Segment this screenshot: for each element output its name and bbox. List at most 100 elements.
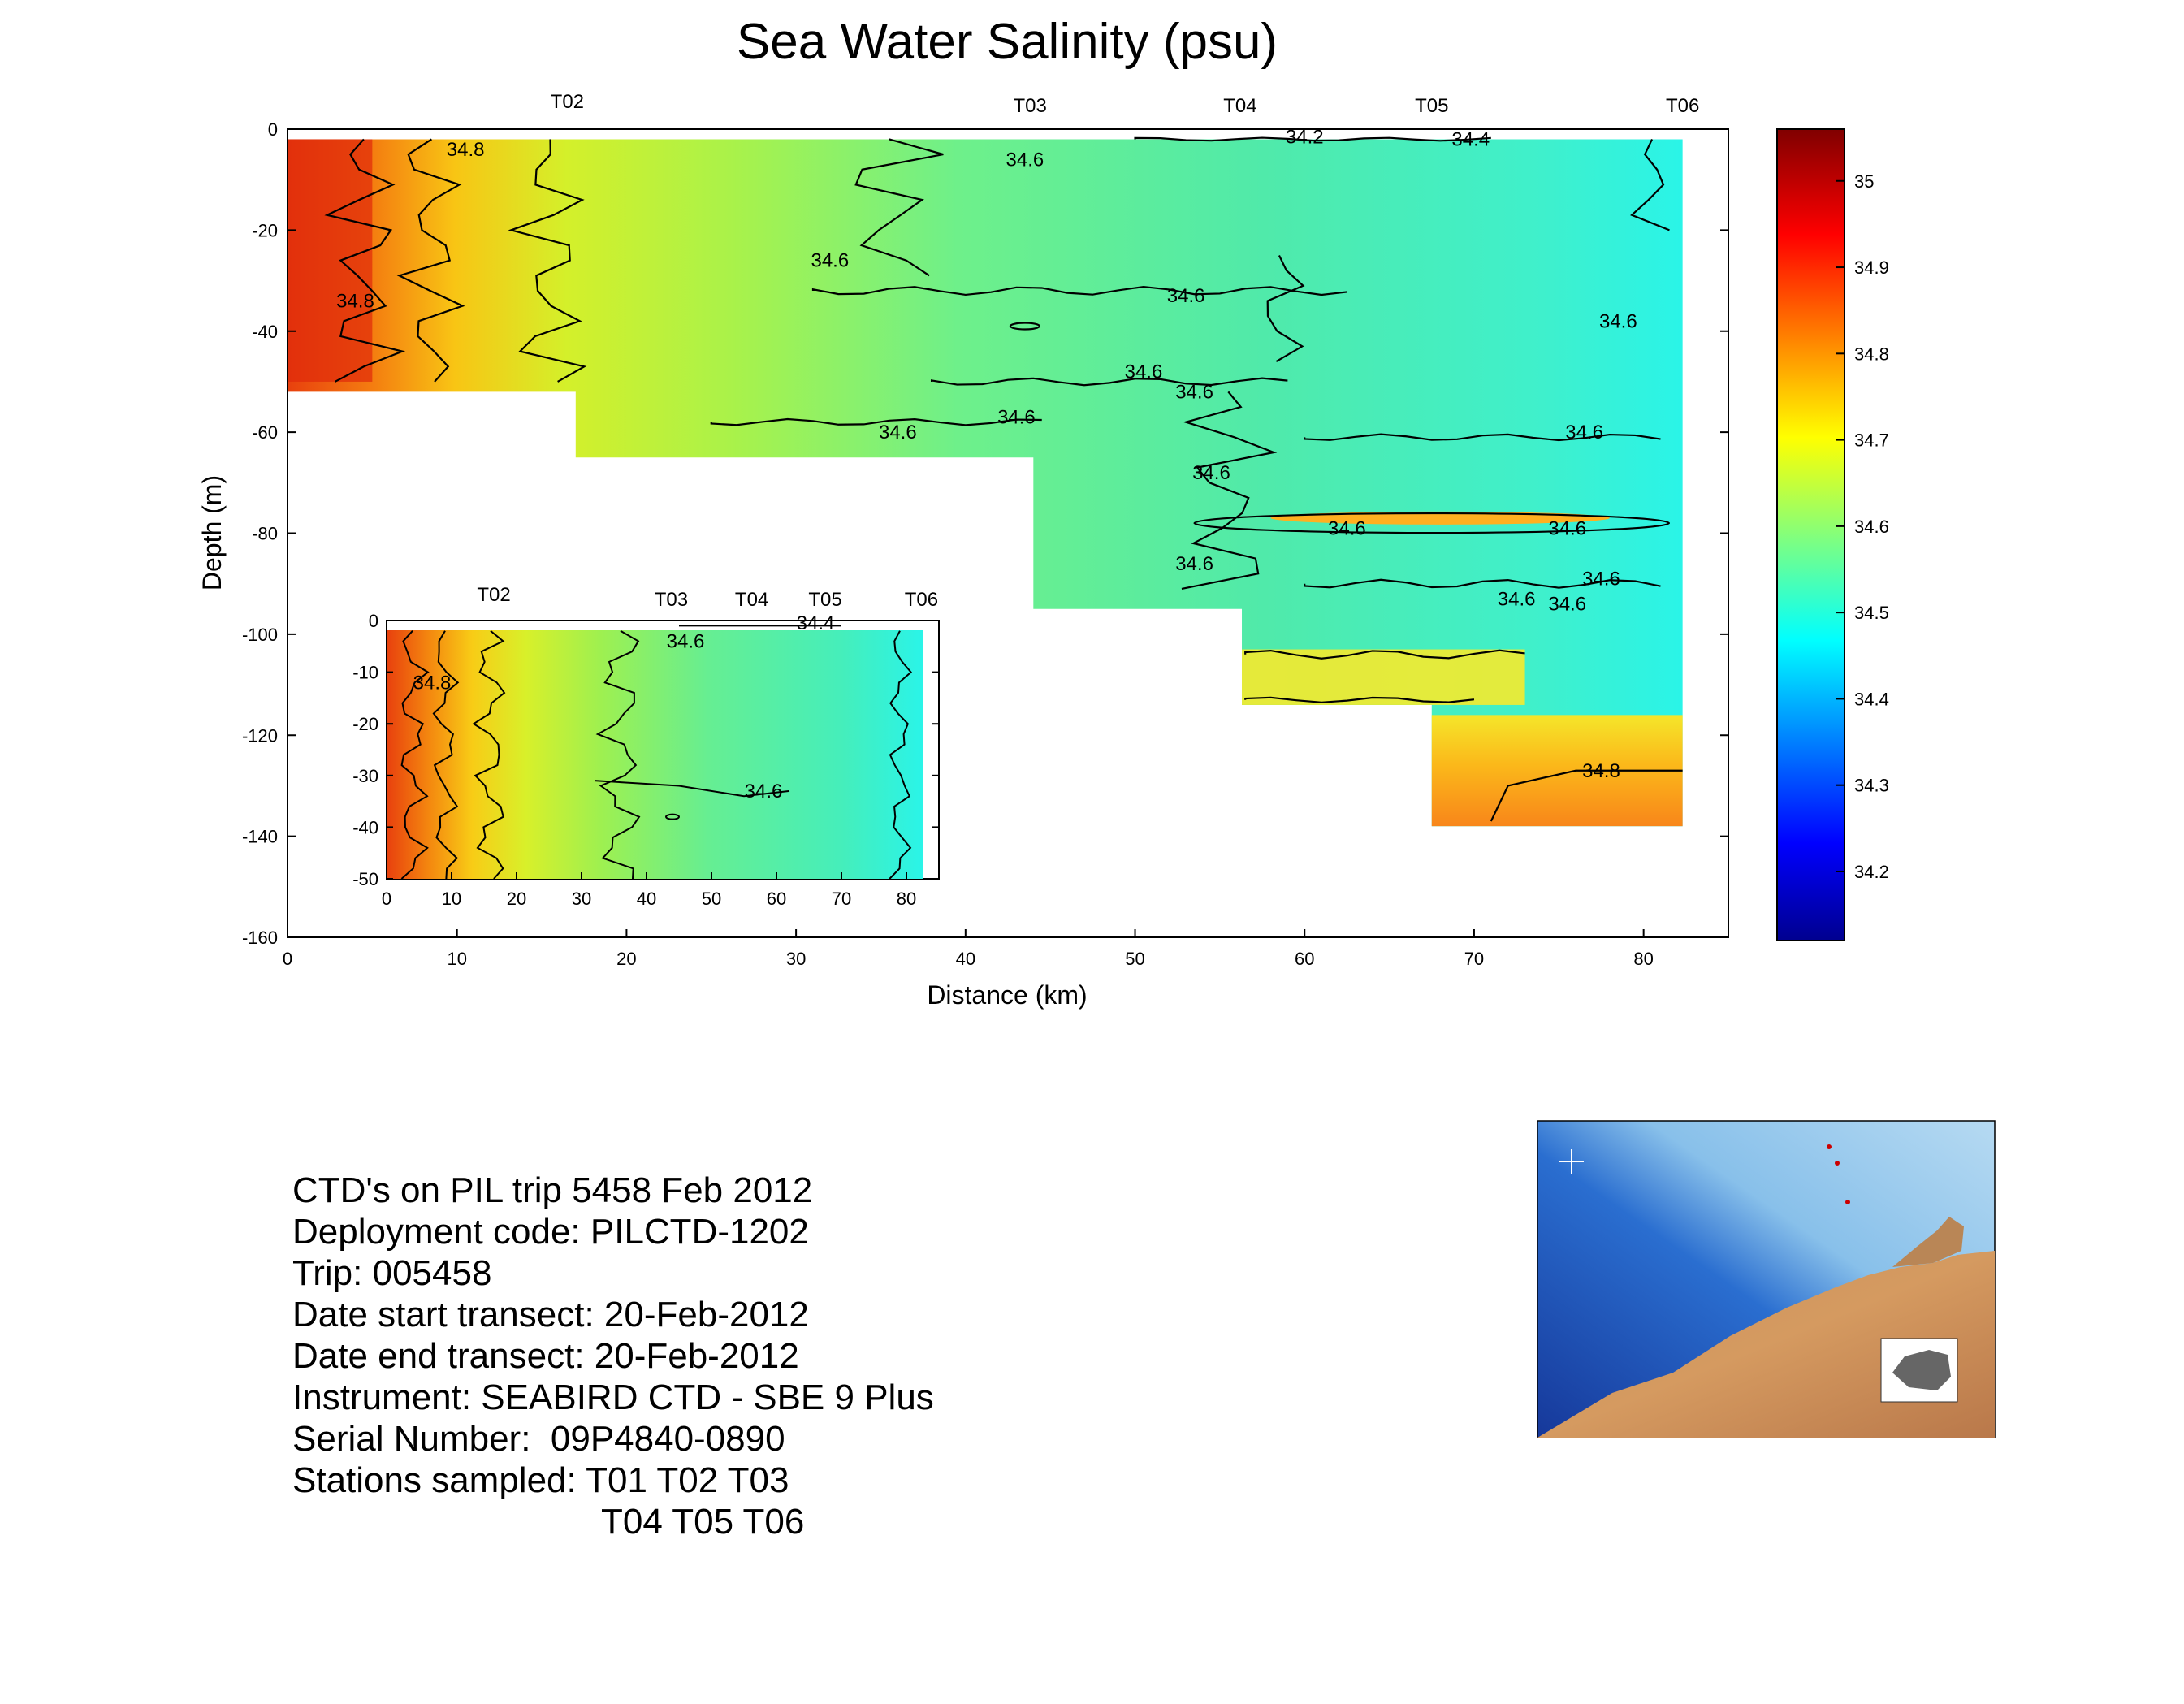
y-tick-label: -160 (242, 928, 278, 948)
trip-info: CTD's on PIL trip 5458 Feb 2012 Deployme… (292, 1170, 934, 1542)
inset-plot: 34.8 34.6 34.4 34.6 0 10 20 30 40 50 60 70 80 0 -10 -2… (352, 584, 940, 909)
contour-label: 34.8 (447, 139, 485, 161)
info-line-continuation: T04 T05 T06 (601, 1502, 805, 1542)
y-tick-label: -60 (252, 422, 278, 443)
station-label: T02 (551, 91, 584, 113)
contour-label: 34.6 (1599, 310, 1637, 332)
station-labels: T02 T03 T04 T05 T06 (551, 91, 1700, 117)
contour-label: 34.6 (1175, 381, 1213, 403)
x-tick-label: 60 (1295, 949, 1314, 969)
inset-x-tick-label: 10 (442, 889, 461, 909)
x-tick-label: 10 (447, 949, 466, 969)
colorbar-tick-label: 34.5 (1854, 603, 1889, 623)
info-line: Date end transect: 20-Feb-2012 (292, 1336, 799, 1376)
colorbar-tick-label: 35 (1854, 171, 1874, 192)
inset-x-tick-label: 30 (572, 889, 591, 909)
inset-x-tick-label: 50 (702, 889, 721, 909)
inset-contour-label: 34.4 (797, 612, 835, 634)
info-line: Deployment code: PILCTD-1202 (292, 1212, 809, 1252)
colorbar-tick-label: 34.6 (1854, 517, 1889, 537)
contour-label: 34.6 (1548, 517, 1586, 539)
x-tick-label: 40 (956, 949, 975, 969)
station-marker-icon (1827, 1144, 1832, 1149)
contour-labels: 34.8 34.8 34.6 34.6 34.6 34.6 34.6 34.6 34.6 34.6… (336, 126, 1637, 781)
station-label: T04 (1223, 95, 1256, 117)
x-tick-label: 80 (1633, 949, 1653, 969)
contour-label: 34.2 (1286, 126, 1324, 148)
contour-label: 34.8 (336, 290, 374, 312)
contour-label: 34.6 (1498, 588, 1536, 610)
inset-x-tick-label: 70 (832, 889, 851, 909)
x-tick-label: 30 (786, 949, 806, 969)
inset-x-tick-label: 80 (897, 889, 916, 909)
inset-x-tick-label: 20 (507, 889, 526, 909)
station-label: T06 (1666, 95, 1699, 117)
info-line: Trip: 005458 (292, 1253, 492, 1293)
station-label: T03 (1013, 95, 1046, 117)
location-map (1537, 1120, 1996, 1438)
inset-x-tick-label: 40 (637, 889, 656, 909)
colorbar-tick-label: 34.3 (1854, 776, 1889, 796)
colorbar: 35 34.9 34.8 34.7 34.6 34.5 34.4 34.3 34.2 (1776, 128, 1889, 941)
y-tick-label: -140 (242, 827, 278, 847)
contour-label: 34.6 (1328, 517, 1366, 539)
inset-contour-label: 34.6 (667, 630, 705, 652)
inset-station-label: T05 (808, 589, 841, 611)
chart-title: Sea Water Salinity (psu) (737, 14, 1278, 70)
inset-station-label: T03 (655, 589, 688, 611)
inset-y-tick-label: -10 (352, 663, 378, 683)
colorbar-tick-label: 34.2 (1854, 862, 1889, 882)
contour-lines (324, 136, 1683, 822)
x-axis-label: Distance (km) (927, 980, 1087, 1010)
contour-label: 34.6 (879, 422, 917, 443)
colorbar-tick-label: 34.7 (1854, 430, 1889, 451)
station-marker-icon (1835, 1161, 1840, 1166)
contour-label: 34.6 (1192, 462, 1230, 484)
x-tick-label: 50 (1125, 949, 1144, 969)
info-line: Stations sampled: T01 T02 T03 (292, 1460, 789, 1500)
x-tick-label: 0 (283, 949, 292, 969)
colorbar-tick-label: 34.8 (1854, 344, 1889, 364)
station-label: T05 (1415, 95, 1448, 117)
x-tick-label: 20 (616, 949, 636, 969)
station-marker-icon (1845, 1200, 1850, 1204)
info-line: Instrument: SEABIRD CTD - SBE 9 Plus (292, 1377, 934, 1417)
contour-label: 34.6 (1125, 361, 1163, 383)
inset-x-tick-label: 60 (767, 889, 786, 909)
y-tick-label: -100 (242, 625, 278, 645)
inset-station-label: T06 (905, 589, 938, 611)
y-axis-label: Depth (m) (197, 475, 227, 590)
inset-y-tick-label: -20 (352, 714, 378, 734)
colorbar-tick-label: 34.9 (1854, 257, 1889, 278)
inset-station-label: T02 (477, 584, 510, 606)
contour-label: 34.6 (997, 406, 1036, 428)
contour-label: 34.6 (1565, 422, 1603, 443)
contour-label: 34.8 (1582, 760, 1620, 782)
x-tick-label: 70 (1464, 949, 1484, 969)
inset-station-label: T04 (735, 589, 768, 611)
inset-y-tick-label: -30 (352, 766, 378, 786)
contour-label: 34.6 (1006, 149, 1044, 171)
contour-label: 34.6 (811, 250, 849, 272)
contour-label: 34.6 (1175, 553, 1213, 575)
inset-x-tick-label: 0 (382, 889, 391, 909)
inset-y-tick-label: 0 (369, 611, 378, 631)
info-line: Serial Number: 09P4840-0890 (292, 1419, 785, 1459)
y-tick-label: 0 (268, 119, 278, 140)
info-line: CTD's on PIL trip 5458 Feb 2012 (292, 1170, 813, 1210)
inset-contour-label: 34.8 (413, 672, 452, 694)
y-tick-label: -80 (252, 524, 278, 544)
contour-label: 34.6 (1582, 568, 1620, 590)
contour-label: 34.6 (1548, 594, 1586, 616)
salinity-field (288, 139, 1683, 827)
inset-contour-label: 34.6 (745, 781, 783, 802)
y-tick-label: -40 (252, 322, 278, 342)
contour-label: 34.4 (1451, 128, 1490, 150)
y-tick-label: -120 (242, 725, 278, 746)
main-axes: 0 10 20 30 40 50 60 70 800-20-40-60-80-100-120-1… (242, 119, 1728, 969)
inset-y-tick-label: -50 (352, 869, 378, 889)
inset-y-tick-label: -40 (352, 817, 378, 837)
colorbar-tick-label: 34.4 (1854, 689, 1889, 709)
contour-label: 34.6 (1167, 285, 1205, 307)
